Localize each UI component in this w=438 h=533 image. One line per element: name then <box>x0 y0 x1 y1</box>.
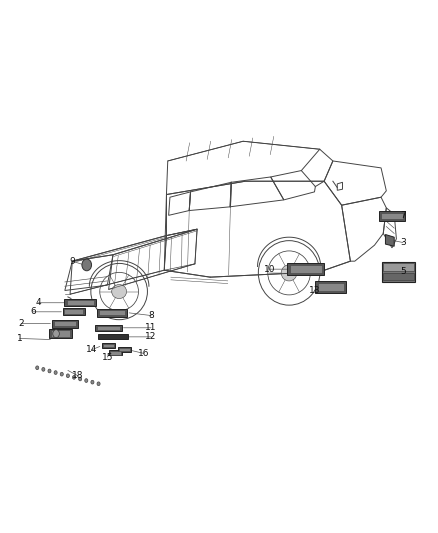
FancyBboxPatch shape <box>63 308 85 316</box>
FancyBboxPatch shape <box>379 211 405 221</box>
FancyBboxPatch shape <box>98 335 128 340</box>
Ellipse shape <box>97 382 100 386</box>
FancyBboxPatch shape <box>64 309 83 314</box>
Text: 13: 13 <box>309 286 320 295</box>
FancyBboxPatch shape <box>53 321 76 326</box>
FancyBboxPatch shape <box>52 319 78 327</box>
Text: 11: 11 <box>145 324 157 332</box>
FancyBboxPatch shape <box>318 282 344 291</box>
FancyBboxPatch shape <box>119 348 131 351</box>
FancyBboxPatch shape <box>110 351 121 354</box>
Ellipse shape <box>36 366 39 370</box>
FancyBboxPatch shape <box>95 325 122 330</box>
FancyBboxPatch shape <box>67 300 94 305</box>
Ellipse shape <box>91 381 94 384</box>
FancyBboxPatch shape <box>51 330 70 337</box>
Ellipse shape <box>67 374 70 377</box>
FancyBboxPatch shape <box>382 262 415 282</box>
FancyBboxPatch shape <box>103 344 114 347</box>
Ellipse shape <box>73 375 76 379</box>
FancyBboxPatch shape <box>99 310 125 316</box>
FancyBboxPatch shape <box>109 351 122 355</box>
FancyBboxPatch shape <box>384 263 413 271</box>
Text: 5: 5 <box>400 268 406 276</box>
Ellipse shape <box>60 372 64 376</box>
FancyBboxPatch shape <box>64 299 96 306</box>
FancyBboxPatch shape <box>49 329 72 338</box>
Ellipse shape <box>82 259 92 271</box>
FancyBboxPatch shape <box>97 309 127 317</box>
FancyBboxPatch shape <box>97 326 120 330</box>
Ellipse shape <box>85 378 88 383</box>
Text: 2: 2 <box>18 319 24 328</box>
Ellipse shape <box>281 265 297 281</box>
Text: 18: 18 <box>72 372 84 380</box>
Text: 7: 7 <box>400 212 406 220</box>
Ellipse shape <box>53 329 59 338</box>
Text: 15: 15 <box>102 353 113 361</box>
Ellipse shape <box>54 371 57 374</box>
Ellipse shape <box>48 369 51 373</box>
FancyBboxPatch shape <box>381 213 403 219</box>
Text: 16: 16 <box>138 349 149 358</box>
Text: 14: 14 <box>86 345 98 354</box>
Text: 9: 9 <box>69 257 75 265</box>
Text: 1: 1 <box>17 334 23 343</box>
Text: 4: 4 <box>36 298 41 307</box>
Ellipse shape <box>42 368 45 371</box>
FancyBboxPatch shape <box>384 273 413 280</box>
Text: 3: 3 <box>400 238 406 247</box>
Text: 8: 8 <box>148 311 154 320</box>
FancyBboxPatch shape <box>102 343 115 348</box>
FancyBboxPatch shape <box>315 281 346 293</box>
Text: 6: 6 <box>30 308 36 316</box>
Polygon shape <box>385 235 394 246</box>
FancyBboxPatch shape <box>290 265 321 273</box>
Ellipse shape <box>112 285 127 298</box>
FancyBboxPatch shape <box>118 348 131 352</box>
Ellipse shape <box>78 377 81 381</box>
Text: 12: 12 <box>145 333 157 341</box>
FancyBboxPatch shape <box>287 263 324 275</box>
Text: 10: 10 <box>264 265 275 273</box>
